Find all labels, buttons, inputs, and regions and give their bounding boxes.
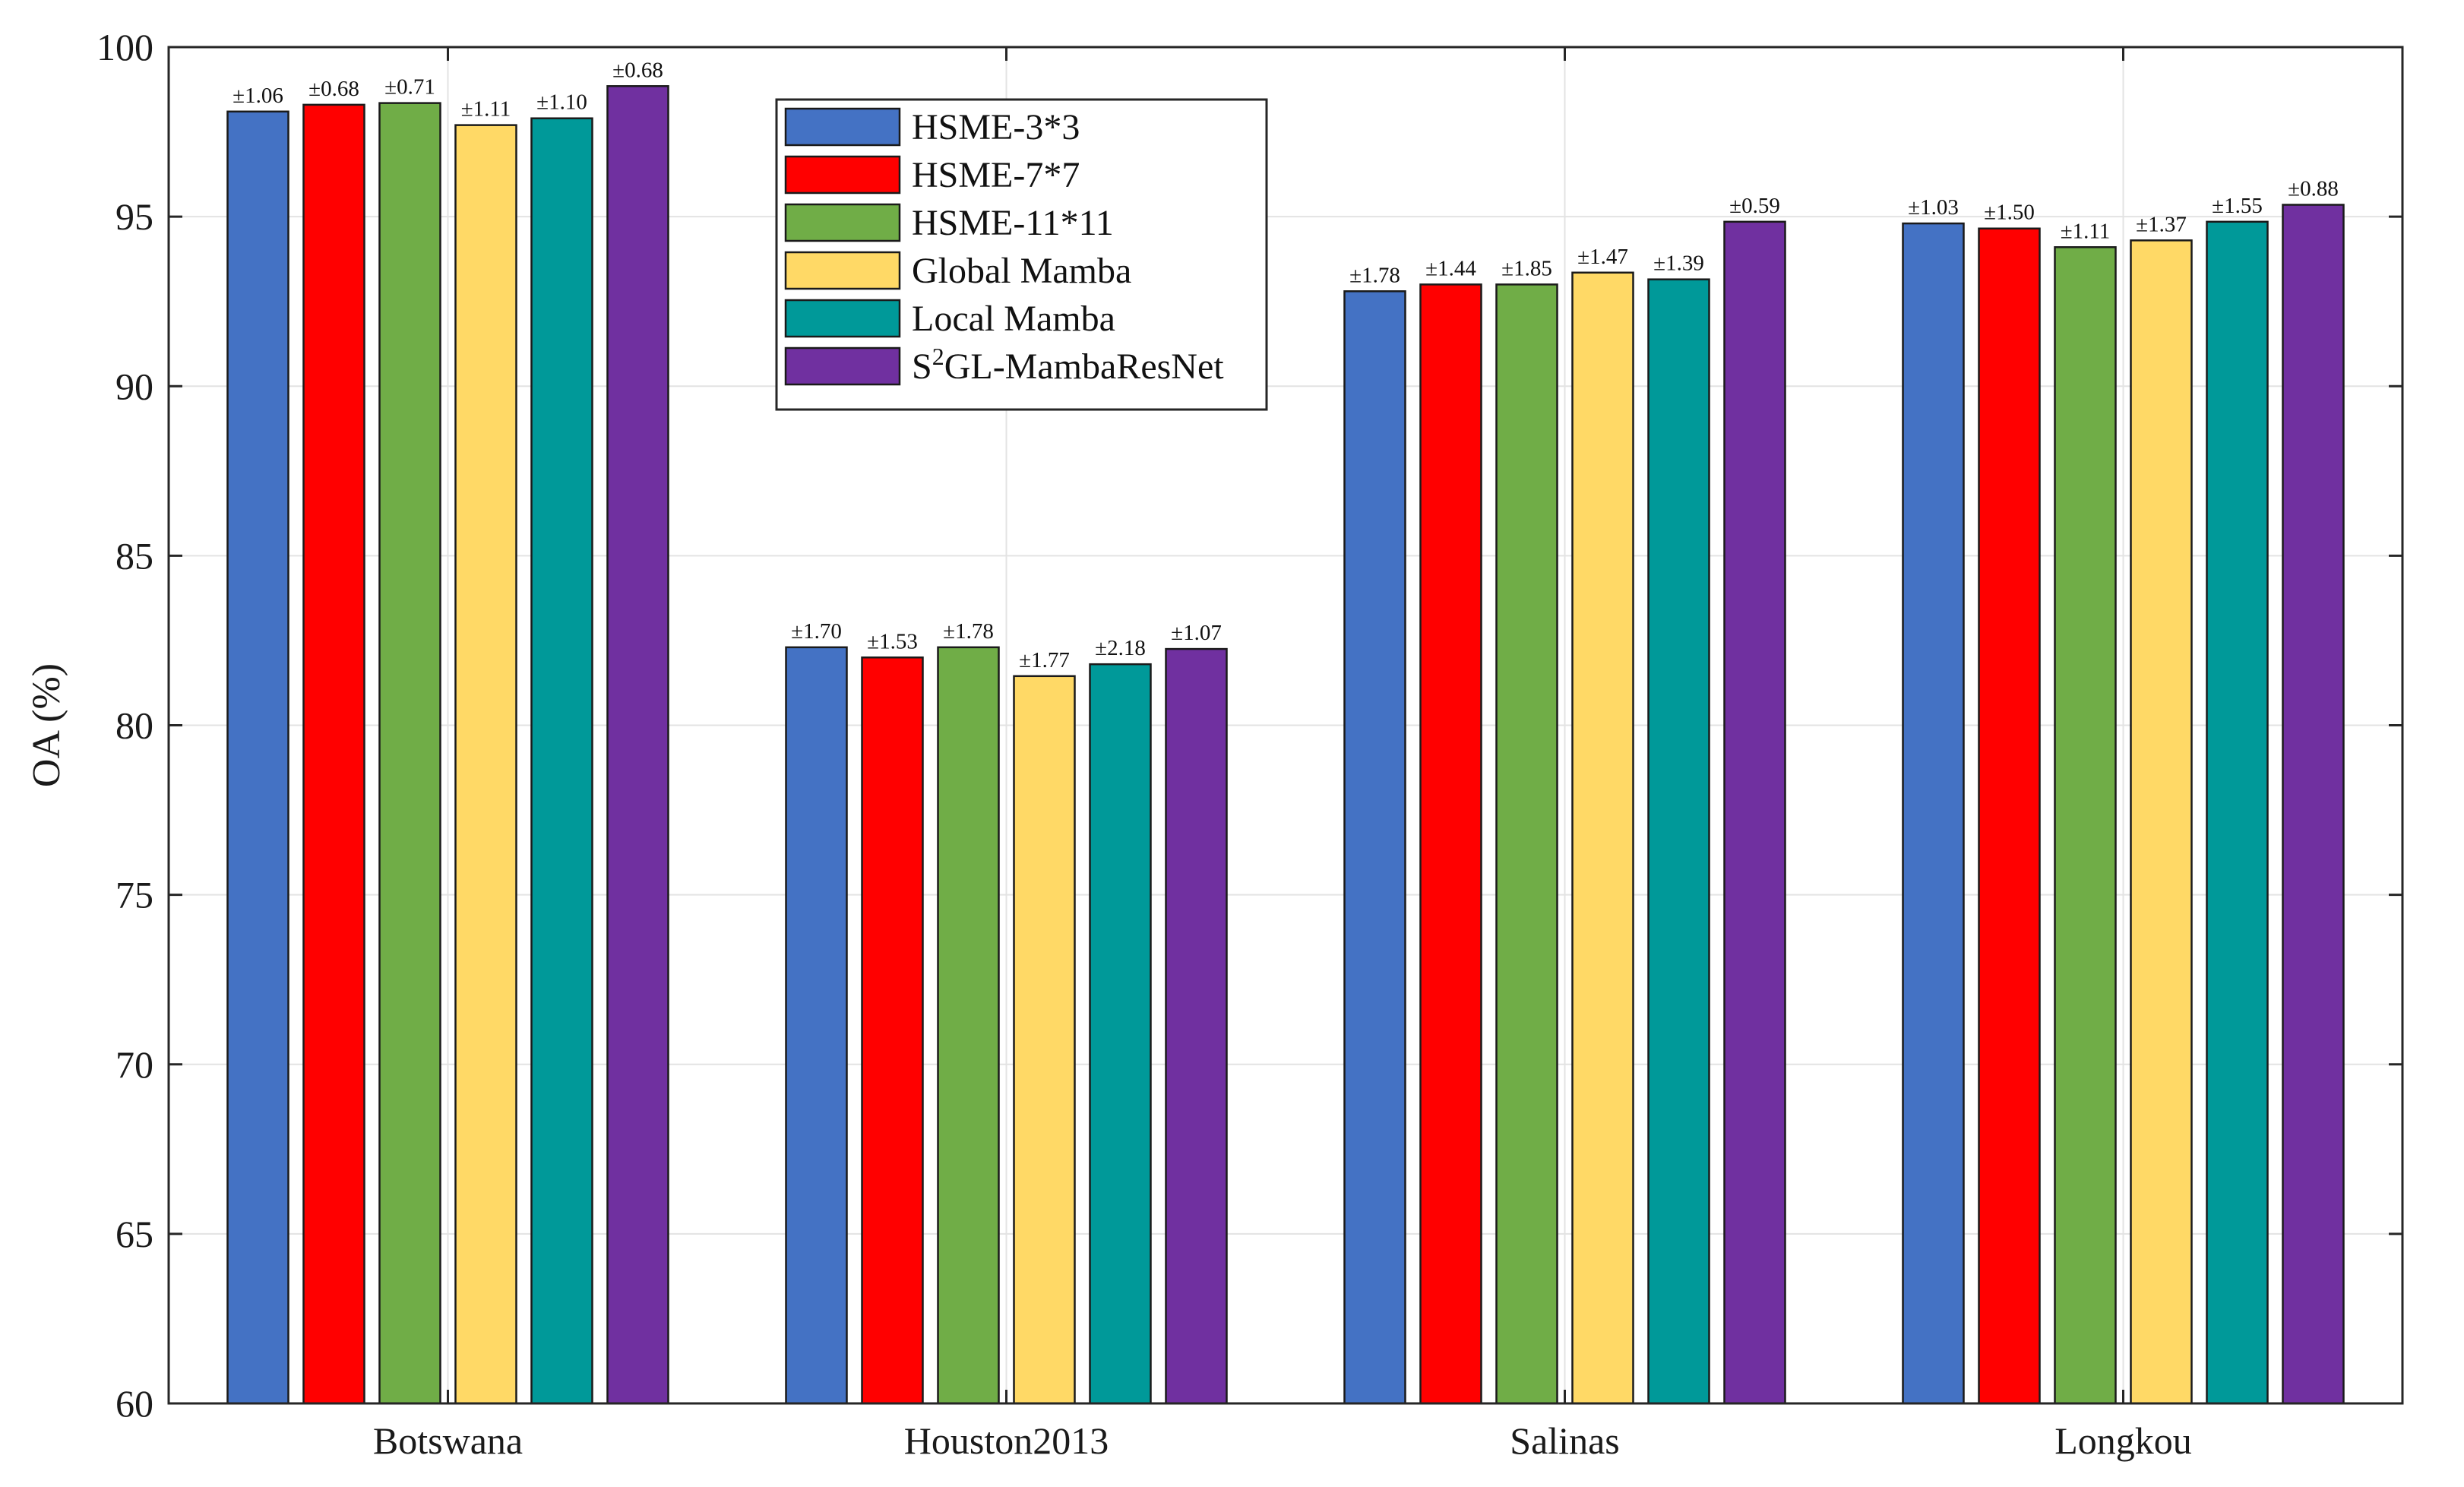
error-label: ±0.59	[1729, 194, 1780, 218]
error-label: ±1.44	[1425, 256, 1476, 280]
y-tick-label: 100	[96, 26, 153, 68]
legend-label: Local Mamba	[912, 299, 1115, 339]
bar	[1902, 222, 1965, 1405]
bar	[861, 656, 924, 1405]
bar	[302, 103, 365, 1405]
x-tick-label: Salinas	[1510, 1419, 1619, 1462]
error-label: ±1.77	[1019, 648, 1070, 672]
legend-label-base: S	[912, 346, 932, 387]
bar	[2282, 204, 2345, 1405]
error-label: ±1.85	[1501, 256, 1552, 280]
x-tick-label: Longkou	[2054, 1419, 2192, 1462]
x-tick-label: Botswana	[373, 1419, 523, 1462]
bar	[2206, 220, 2269, 1405]
bar	[226, 110, 289, 1405]
error-label: ±0.88	[2288, 177, 2339, 201]
error-labels: ±1.06 ±1.70 ±1.78 ±1.03 ±0.68 ±1.53 ±1.44 ±1.50…	[232, 58, 2339, 672]
bar	[1647, 278, 1710, 1405]
error-label: ±1.50	[1984, 201, 2035, 225]
error-label: ±2.18	[1095, 636, 1146, 660]
legend: HSME-3*3 HSME-7*7 HSME-11*11 Global Mamba Lo…	[775, 98, 1268, 411]
y-tick-label: 80	[115, 704, 153, 747]
y-tick-label: 75	[115, 874, 153, 916]
legend-label-rest: GL-MambaResNet	[944, 346, 1225, 387]
error-label: ±1.53	[867, 629, 918, 653]
error-label: ±1.07	[1171, 621, 1222, 645]
legend-swatch	[784, 299, 901, 338]
legend-swatch	[784, 107, 901, 147]
error-label: ±0.68	[308, 77, 359, 101]
y-tick-label: 90	[115, 365, 153, 407]
bar	[1978, 227, 2041, 1405]
error-label: ±1.03	[1908, 195, 1959, 220]
bar	[2054, 246, 2117, 1405]
legend-swatch	[784, 203, 901, 242]
bar	[606, 85, 669, 1405]
error-label: ±1.10	[536, 90, 587, 115]
bar	[937, 646, 1000, 1405]
error-label: ±0.71	[384, 75, 435, 100]
bar	[2130, 239, 2193, 1405]
error-label: ±1.78	[943, 619, 994, 644]
legend-label: HSME-3*3	[912, 107, 1080, 147]
error-label: ±1.11	[461, 97, 511, 122]
y-tick-label: 70	[115, 1043, 153, 1086]
y-tick-label: 95	[115, 195, 153, 238]
bar	[1013, 675, 1076, 1405]
legend-label: S2GL-MambaResNet	[912, 343, 1224, 387]
error-label: ±1.06	[232, 84, 283, 108]
error-label: ±1.78	[1349, 263, 1400, 287]
legend-label: HSME-7*7	[912, 155, 1080, 195]
bar	[1343, 290, 1406, 1405]
bar	[454, 124, 517, 1405]
error-label: ±1.11	[2061, 219, 2111, 243]
axis-ticks: 60 65 70 75 80 85 90 95 100 Botswana Houston2013 Sa…	[96, 26, 2402, 1462]
bar	[1495, 283, 1558, 1405]
bar	[1089, 663, 1152, 1405]
legend-label: Global Mamba	[912, 251, 1131, 291]
error-label: ±0.68	[612, 58, 663, 82]
legend-swatch	[784, 155, 901, 195]
bar	[1165, 647, 1228, 1405]
legend-label: HSME-11*11	[912, 203, 1114, 243]
y-tick-label: 85	[115, 534, 153, 577]
bar	[530, 117, 593, 1405]
y-tick-label: 60	[115, 1382, 153, 1425]
bar	[1419, 283, 1482, 1405]
bar	[378, 102, 441, 1405]
error-label: ±1.37	[2136, 212, 2187, 236]
bar	[1723, 220, 1786, 1405]
legend-swatch	[784, 346, 901, 386]
legend-label-sup: 2	[932, 343, 944, 370]
error-label: ±1.55	[2212, 194, 2263, 218]
y-axis-title: OA (%)	[25, 663, 68, 787]
x-tick-label: Houston2013	[904, 1419, 1109, 1462]
bar	[785, 646, 848, 1405]
error-label: ±1.47	[1577, 245, 1628, 269]
y-tick-label: 65	[115, 1213, 153, 1255]
bar	[1571, 271, 1634, 1405]
error-label: ±1.70	[791, 619, 842, 644]
error-label: ±1.39	[1653, 252, 1704, 276]
legend-swatch	[784, 251, 901, 290]
bars	[226, 85, 2345, 1405]
